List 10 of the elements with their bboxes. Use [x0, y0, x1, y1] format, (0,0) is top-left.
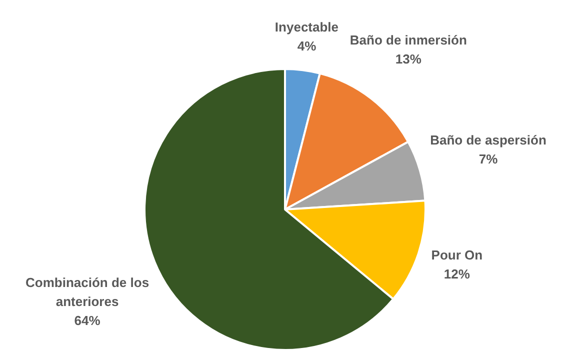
slice-label: Combinación de los anteriores — [26, 275, 150, 310]
data-label: 13% — [395, 51, 422, 66]
slice-label: Pour On — [431, 247, 483, 262]
data-label: 12% — [444, 266, 470, 282]
slice-label: Baño de aspersión — [430, 132, 546, 148]
data-label: 64% — [74, 313, 101, 328]
slice-label: Inyectable — [274, 20, 339, 35]
data-label: 4% — [297, 38, 317, 54]
data-label: 7% — [478, 152, 498, 167]
slice-label: Baño de inmersión — [350, 32, 467, 48]
